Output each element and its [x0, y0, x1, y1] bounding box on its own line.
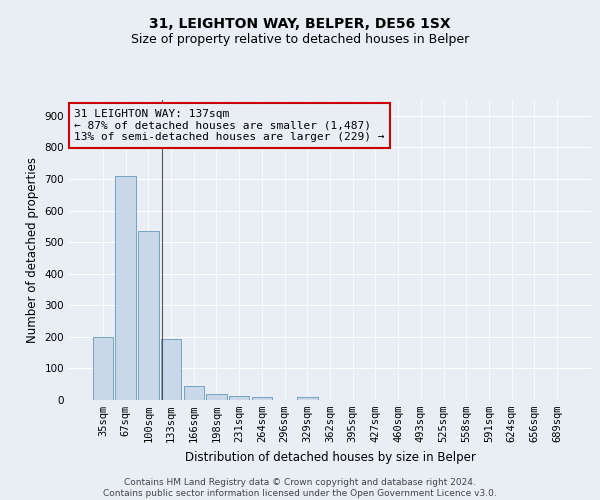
Text: 31, LEIGHTON WAY, BELPER, DE56 1SX: 31, LEIGHTON WAY, BELPER, DE56 1SX: [149, 18, 451, 32]
Bar: [184, 386, 204, 400]
Bar: [206, 394, 227, 400]
Bar: [161, 340, 181, 400]
Y-axis label: Number of detached properties: Number of detached properties: [26, 157, 39, 343]
Bar: [138, 231, 158, 400]
Bar: [229, 396, 250, 400]
X-axis label: Distribution of detached houses by size in Belper: Distribution of detached houses by size …: [185, 450, 475, 464]
Text: Size of property relative to detached houses in Belper: Size of property relative to detached ho…: [131, 32, 469, 46]
Bar: [251, 397, 272, 400]
Bar: [93, 337, 113, 400]
Bar: [115, 176, 136, 400]
Text: 31 LEIGHTON WAY: 137sqm
← 87% of detached houses are smaller (1,487)
13% of semi: 31 LEIGHTON WAY: 137sqm ← 87% of detache…: [74, 109, 385, 142]
Text: Contains HM Land Registry data © Crown copyright and database right 2024.
Contai: Contains HM Land Registry data © Crown c…: [103, 478, 497, 498]
Bar: [297, 398, 317, 400]
